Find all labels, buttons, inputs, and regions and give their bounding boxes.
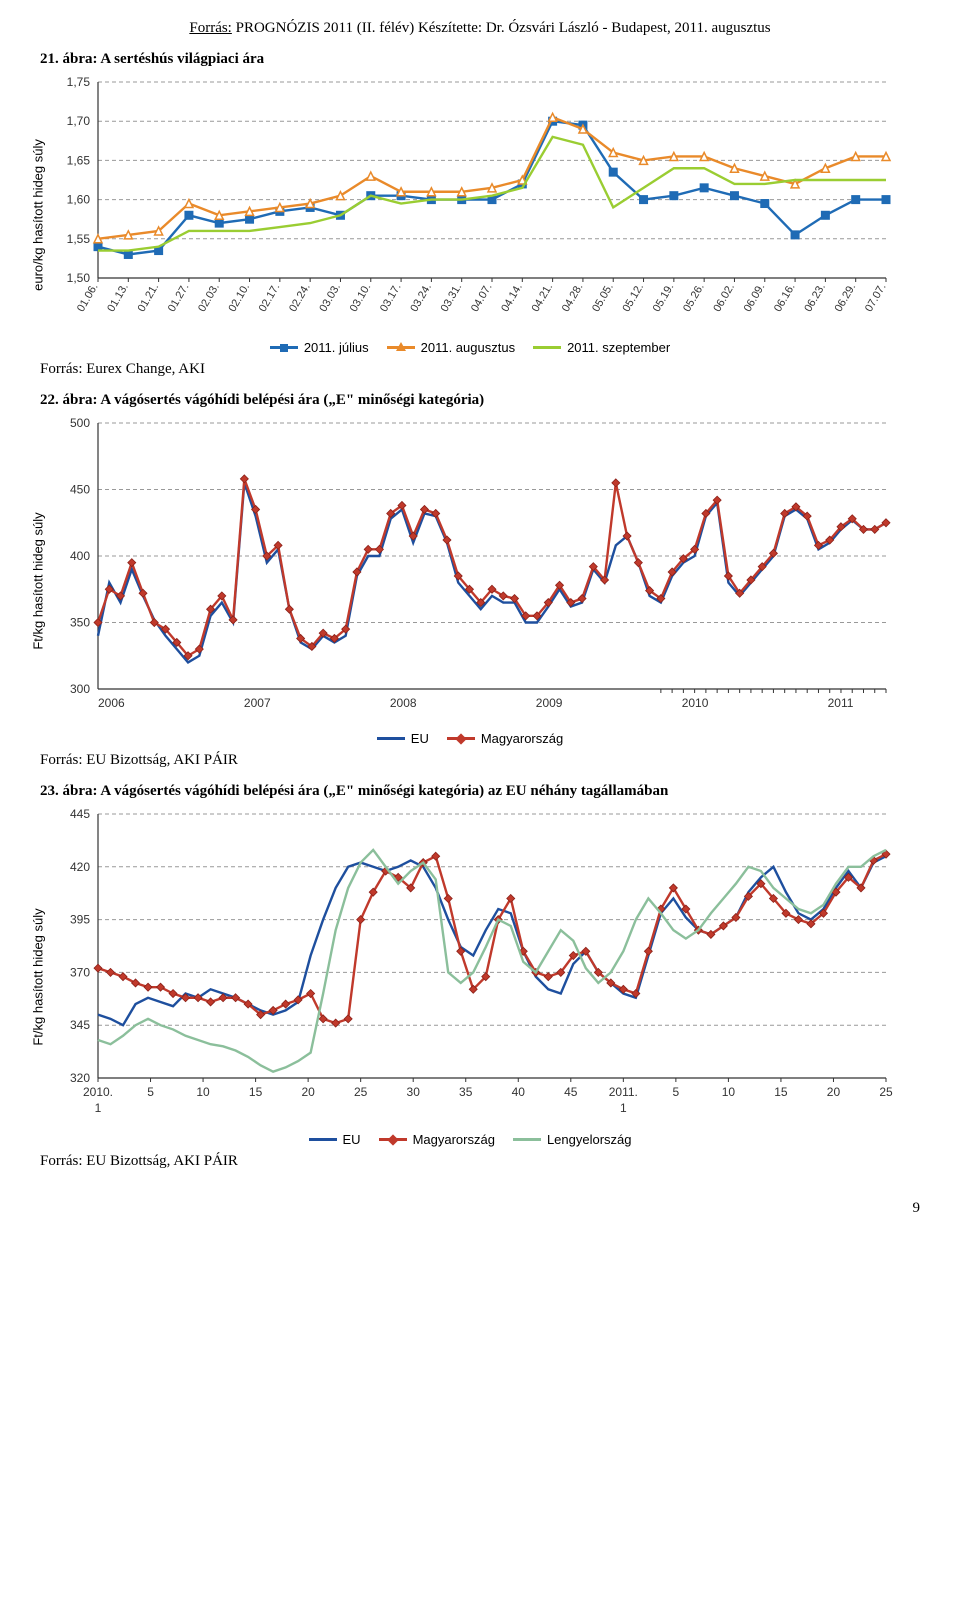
fig21-title: 21. ábra: A sertéshús világpiaci ára bbox=[40, 51, 920, 68]
legend-item: EU bbox=[309, 1132, 361, 1147]
fig23-legend: EU Magyarország Lengyelország bbox=[40, 1132, 900, 1147]
legend-label: EU bbox=[411, 731, 429, 746]
fig22-legend: EU Magyarország bbox=[40, 731, 900, 746]
svg-text:30: 30 bbox=[407, 1085, 421, 1099]
svg-text:40: 40 bbox=[512, 1085, 526, 1099]
svg-text:395: 395 bbox=[70, 913, 90, 927]
fig22-source: Forrás: EU Bizottság, AKI PÁIR bbox=[40, 752, 920, 769]
fig21-chart: euro/kg hasított hideg súly 1,501,551,60… bbox=[40, 74, 900, 355]
fig23-ylabel: Ft/kg hasított hideg súly bbox=[31, 908, 46, 1045]
fig22-ylabel: Ft/kg hasított hideg súly bbox=[31, 512, 46, 649]
svg-text:2007: 2007 bbox=[244, 696, 271, 710]
svg-text:1,65: 1,65 bbox=[67, 153, 91, 167]
svg-text:350: 350 bbox=[70, 616, 90, 630]
svg-text:45: 45 bbox=[564, 1085, 578, 1099]
legend-label: Magyarország bbox=[413, 1132, 495, 1147]
legend-swatch bbox=[309, 1138, 337, 1141]
svg-text:25: 25 bbox=[354, 1085, 368, 1099]
legend-label: Lengyelország bbox=[547, 1132, 632, 1147]
legend-label: 2011. szeptember bbox=[567, 340, 670, 355]
svg-text:25: 25 bbox=[879, 1085, 893, 1099]
svg-text:1,55: 1,55 bbox=[67, 232, 91, 246]
fig22-svg: 300 350 400 450 500 2006 2007 2008 2009 2010 2011 bbox=[40, 415, 900, 725]
svg-text:420: 420 bbox=[70, 860, 90, 874]
svg-text:1,75: 1,75 bbox=[67, 75, 91, 89]
source-text: PROGNÓZIS 2011 (II. félév) Készítette: D… bbox=[232, 20, 771, 36]
legend-item: Lengyelország bbox=[513, 1132, 632, 1147]
legend-swatch bbox=[387, 346, 415, 349]
fig22-title: 22. ábra: A vágósertés vágóhídi belépési… bbox=[40, 392, 920, 409]
fig23-source: Forrás: EU Bizottság, AKI PÁIR bbox=[40, 1153, 920, 1170]
svg-text:445: 445 bbox=[70, 807, 90, 821]
legend-item: 2011. augusztus bbox=[387, 340, 515, 355]
page-header-source: Forrás: PROGNÓZIS 2011 (II. félév) Készí… bbox=[40, 20, 920, 37]
legend-item: Magyarország bbox=[447, 731, 563, 746]
fig23-title: 23. ábra: A vágósertés vágóhídi belépési… bbox=[40, 783, 920, 800]
svg-text:2010: 2010 bbox=[682, 696, 709, 710]
svg-text:370: 370 bbox=[70, 965, 90, 979]
svg-text:345: 345 bbox=[70, 1018, 90, 1032]
svg-text:20: 20 bbox=[827, 1085, 841, 1099]
fig21-ylabel: euro/kg hasított hideg súly bbox=[31, 139, 46, 291]
legend-swatch bbox=[533, 346, 561, 349]
svg-text:300: 300 bbox=[70, 682, 90, 696]
fig21-source: Forrás: Eurex Change, AKI bbox=[40, 361, 920, 378]
legend-swatch bbox=[379, 1138, 407, 1141]
svg-text:320: 320 bbox=[70, 1071, 90, 1085]
legend-item: 2011. szeptember bbox=[533, 340, 670, 355]
svg-text:500: 500 bbox=[70, 416, 90, 430]
svg-text:5: 5 bbox=[673, 1085, 680, 1099]
svg-text:2011.: 2011. bbox=[609, 1085, 638, 1099]
svg-text:400: 400 bbox=[70, 549, 90, 563]
fig21-legend: 2011. július 2011. augusztus 2011. szeptem… bbox=[40, 340, 900, 355]
svg-text:15: 15 bbox=[249, 1085, 263, 1099]
fig23-svg: 3203453703954204452010.51015202530354045… bbox=[40, 806, 900, 1126]
legend-item: 2011. július bbox=[270, 340, 369, 355]
fig22-chart: Ft/kg hasított hideg súly 30035040045050… bbox=[40, 415, 900, 746]
svg-text:2008: 2008 bbox=[390, 696, 417, 710]
svg-text:5: 5 bbox=[147, 1085, 154, 1099]
fig23-chart: Ft/kg hasított hideg súly 32034537039542… bbox=[40, 806, 900, 1147]
svg-text:1,70: 1,70 bbox=[67, 114, 91, 128]
svg-text:35: 35 bbox=[459, 1085, 473, 1099]
svg-text:450: 450 bbox=[70, 483, 90, 497]
legend-swatch bbox=[270, 346, 298, 349]
svg-text:10: 10 bbox=[722, 1085, 736, 1099]
svg-text:1: 1 bbox=[95, 1101, 102, 1115]
page-number: 9 bbox=[40, 1200, 920, 1217]
svg-text:2009: 2009 bbox=[536, 696, 563, 710]
svg-text:15: 15 bbox=[774, 1085, 788, 1099]
svg-text:2011: 2011 bbox=[828, 696, 854, 710]
legend-label: Magyarország bbox=[481, 731, 563, 746]
legend-item: Magyarország bbox=[379, 1132, 495, 1147]
svg-text:1: 1 bbox=[620, 1101, 627, 1115]
legend-label: EU bbox=[343, 1132, 361, 1147]
svg-text:10: 10 bbox=[196, 1085, 210, 1099]
legend-swatch bbox=[447, 737, 475, 740]
legend-swatch bbox=[513, 1138, 541, 1141]
legend-item: EU bbox=[377, 731, 429, 746]
svg-text:2006: 2006 bbox=[98, 696, 125, 710]
source-label: Forrás: bbox=[189, 20, 232, 36]
svg-text:2010.: 2010. bbox=[83, 1085, 113, 1099]
legend-label: 2011. július bbox=[304, 340, 369, 355]
legend-label: 2011. augusztus bbox=[421, 340, 515, 355]
svg-text:1,50: 1,50 bbox=[67, 271, 91, 285]
fig21-svg: 1,501,551,601,651,701,7501.06.01.13.01.2… bbox=[40, 74, 900, 334]
svg-text:20: 20 bbox=[301, 1085, 315, 1099]
svg-text:1,60: 1,60 bbox=[67, 193, 91, 207]
legend-swatch bbox=[377, 737, 405, 740]
